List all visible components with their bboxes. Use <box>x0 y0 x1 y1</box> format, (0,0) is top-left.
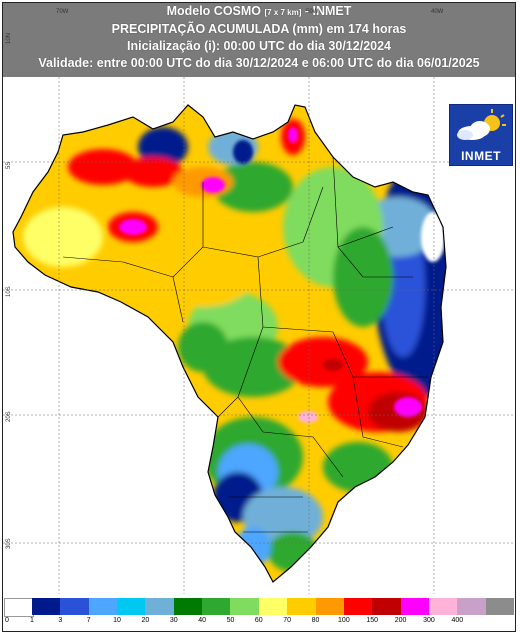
legend-tick-label: 150 <box>366 617 379 624</box>
legend-tick-label: 30 <box>169 617 178 624</box>
legend-tick-label: 60 <box>254 617 263 624</box>
header-line-model: Modelo COSMO [7 x 7 km] - INMET <box>3 3 515 21</box>
legend-color-swatch <box>4 598 34 617</box>
legend-color-swatch <box>145 598 174 615</box>
legend-tick-label: 3 <box>58 617 63 624</box>
legend-color-swatch <box>88 598 118 615</box>
model-name: Modelo COSMO <box>166 4 265 18</box>
lat-label-10n: 10N <box>6 32 12 44</box>
legend-color-swatch <box>230 598 259 615</box>
legend-tick-label: 300 <box>423 617 435 624</box>
color-legend: 0 1 3 7 10 20 30 40 50 60 70 80 100 150 200 300 400 <box>3 598 515 632</box>
legend-color-swatch <box>117 598 146 615</box>
legend-color-swatch <box>457 598 486 615</box>
legend-tick-label: 200 <box>394 617 407 624</box>
precipitation-map <box>3 77 515 594</box>
legend-color-swatch <box>485 598 514 615</box>
inmet-logo: INMET <box>449 104 513 166</box>
state-borders <box>62 156 428 533</box>
legend-color-swatch <box>173 598 203 615</box>
lat-label-10s: 10S <box>6 286 12 297</box>
header-line-validity: Validade: entre 00:00 UTC do dia 30/12/2… <box>38 56 480 70</box>
model-resolution: [7 x 7 km] <box>264 8 302 17</box>
legend-color-swatch <box>258 598 288 615</box>
legend-color-swatch <box>287 598 316 615</box>
logo-text: INMET <box>461 149 501 163</box>
legend-tick-label: 0 <box>5 617 9 624</box>
country-border <box>12 104 447 583</box>
legend-color-swatch <box>372 598 401 615</box>
header-line-initialization: Inicialização (i): 00:00 UTC do dia 30/1… <box>127 39 391 53</box>
lon-label-40w: 40W <box>431 9 444 15</box>
legend-color-swatch <box>60 598 89 615</box>
legend-tick-label: 400 <box>451 617 464 624</box>
lat-label-30s: 30S <box>6 538 12 549</box>
legend-color-swatch <box>315 598 344 615</box>
legend-tick-label: 1 <box>30 617 34 624</box>
legend-tick-label: 100 <box>338 617 350 624</box>
legend-tick-label: 50 <box>226 617 235 624</box>
legend-tick-label: 20 <box>141 617 150 624</box>
lon-label-70w: 70W <box>56 9 69 15</box>
graticule-lines <box>3 77 515 594</box>
legend-color-swatch <box>400 598 429 615</box>
map-header: Modelo COSMO [7 x 7 km] - INMET PRECIPIT… <box>3 3 515 77</box>
header-line-variable: PRECIPITAÇÃO ACUMULADA (mm) em 174 horas <box>111 22 407 36</box>
legend-tick-label: 10 <box>113 617 121 624</box>
lat-label-20s: 20S <box>6 411 12 422</box>
legend-color-swatch <box>202 598 231 615</box>
legend-tick-label: 70 <box>283 617 292 624</box>
lat-label-5s: 5S <box>6 161 12 169</box>
legend-color-swatch <box>428 598 458 615</box>
model-source: - INMET <box>301 4 352 18</box>
legend-tick-label: 7 <box>86 617 91 624</box>
legend-tick-label: 80 <box>311 617 320 624</box>
legend-color-swatch <box>32 598 61 615</box>
lon-label-50w: 50W <box>306 9 319 15</box>
legend-tick-label: 40 <box>198 617 207 624</box>
legend-color-swatch <box>343 598 373 615</box>
weather-logo-icon <box>457 109 506 140</box>
